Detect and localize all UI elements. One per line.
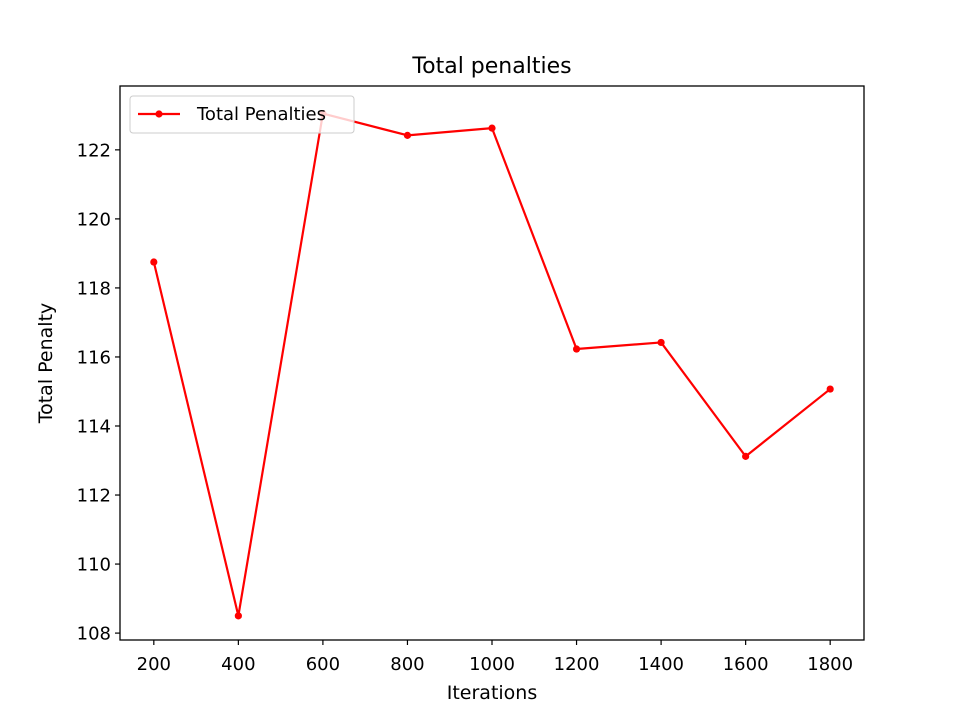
y-tick-label: 122	[77, 140, 111, 161]
y-tick-label: 112	[77, 486, 111, 507]
series-layer	[150, 110, 834, 620]
y-tick-label: 110	[77, 555, 111, 576]
x-tick-label: 1200	[554, 654, 600, 675]
x-tick-label: 1000	[469, 654, 515, 675]
y-tick-label: 114	[77, 416, 111, 437]
y-tick-label: 108	[77, 624, 111, 645]
data-point	[150, 258, 158, 266]
data-point	[742, 452, 750, 460]
legend: Total Penalties	[129, 95, 355, 134]
legend-box	[129, 95, 355, 134]
y-tick-label: 118	[77, 278, 111, 299]
x-axis: 200 400 600 800 1000 1200 1400 1600 1800	[137, 640, 853, 675]
data-point	[403, 131, 412, 139]
y-axis-label: Total Penalty	[35, 303, 57, 425]
chart-title: Total penalties	[411, 54, 571, 79]
y-tick-label: 120	[77, 209, 111, 230]
x-tick-label: 200	[137, 654, 171, 675]
x-tick-label: 1600	[723, 654, 769, 675]
y-axis: 108 110 112 114 116 118 120 122	[77, 140, 120, 645]
legend-label-total-penalties: Total Penalties	[196, 104, 326, 125]
data-point	[572, 345, 581, 353]
data-point	[234, 612, 242, 620]
x-tick-label: 1800	[807, 654, 853, 675]
legend-marker-swatch	[155, 110, 163, 118]
y-tick-label: 116	[77, 347, 111, 368]
x-tick-label: 1400	[638, 654, 684, 675]
data-point	[488, 124, 496, 132]
data-point	[657, 338, 665, 347]
data-point	[826, 385, 834, 393]
x-axis-label: Iterations	[447, 682, 538, 704]
x-tick-label: 800	[390, 654, 424, 675]
x-tick-label: 400	[221, 654, 255, 675]
x-tick-label: 600	[306, 654, 340, 675]
